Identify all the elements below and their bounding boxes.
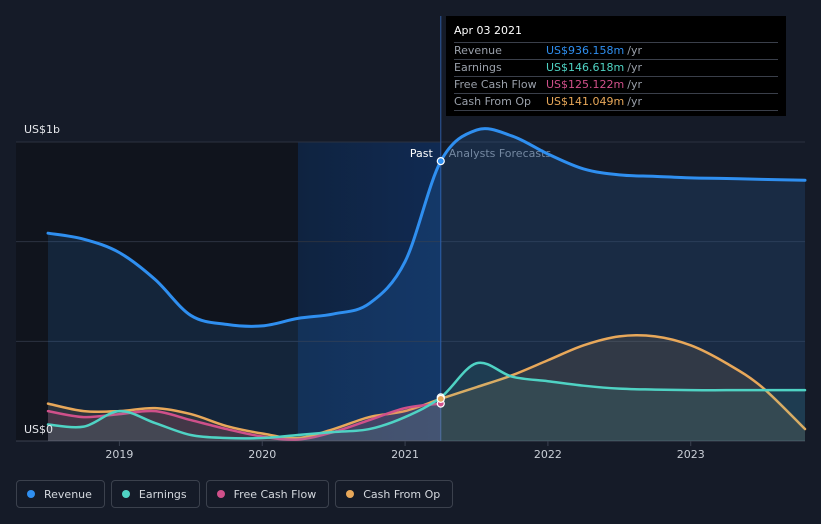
x-tick-label: 2020 — [248, 448, 276, 461]
y-axis-top-label: US$1b — [24, 123, 61, 136]
x-tick-label: 2022 — [534, 448, 562, 461]
legend-dot-icon — [216, 490, 225, 498]
legend-label: Revenue — [44, 487, 92, 501]
legend: Revenue Earnings Free Cash Flow Cash From O… — [16, 480, 454, 508]
legend-label: Free Cash Flow — [233, 487, 317, 501]
tooltip-row-unit: /yr — [627, 61, 642, 74]
legend-dot-icon — [27, 490, 35, 498]
tooltip-row-value: US$141.049m — [546, 95, 625, 108]
tooltip-row-label: Cash From Op — [454, 95, 532, 108]
legend-item-cash-from-op[interactable]: Cash From Op — [335, 480, 454, 508]
tooltip-row-unit: /yr — [627, 95, 642, 108]
tooltip-row-unit: /yr — [627, 78, 642, 91]
highlight-band — [297, 142, 441, 441]
forecast-label: Analysts Forecasts — [449, 147, 552, 160]
cash-from-op-marker — [436, 394, 445, 403]
cash-from-op-area — [48, 335, 805, 441]
tooltip-row: Earnings US$146.618m/yr — [454, 59, 778, 76]
revenue-line — [46, 127, 807, 328]
tooltip-row: Revenue US$936.158m/yr — [454, 42, 778, 59]
legend-dot-icon — [121, 490, 130, 498]
earnings-line — [46, 361, 807, 440]
y-axis-bottom-label: US$0 — [24, 423, 54, 436]
tooltip-row-label: Free Cash Flow — [454, 78, 537, 91]
tooltip-row: Free Cash Flow US$125.122m/yr — [454, 76, 778, 93]
x-tick-label: 2023 — [677, 448, 705, 461]
revenue-area — [48, 128, 805, 441]
past-label: Past — [410, 147, 434, 160]
tooltip-row-unit: /yr — [627, 44, 642, 57]
free-cash-flow-line — [46, 402, 443, 441]
legend-label: Cash From Op — [363, 487, 441, 501]
tooltip-date: Apr 03 2021 — [454, 24, 523, 37]
revenue-marker — [436, 157, 445, 166]
legend-dot-icon — [346, 490, 355, 498]
tooltip-row-value: US$125.122m — [546, 78, 625, 91]
tooltip-row-label: Earnings — [454, 61, 502, 74]
legend-item-earnings[interactable]: Earnings — [110, 480, 200, 508]
tooltip-row-value: US$146.618m — [546, 61, 625, 74]
legend-item-revenue[interactable]: Revenue — [16, 480, 105, 508]
tooltip-row-value: US$936.158m — [546, 44, 625, 57]
tooltip-row-label: Revenue — [454, 44, 502, 57]
tooltip-row: Cash From Op US$141.049m/yr — [454, 93, 778, 111]
tooltip: Apr 03 2021 Revenue US$936.158m/yr Earning… — [446, 16, 786, 116]
x-tick-label: 2019 — [105, 448, 133, 461]
legend-label: Earnings — [138, 487, 187, 501]
earnings-area — [48, 362, 805, 441]
legend-item-free-cash-flow[interactable]: Free Cash Flow — [205, 480, 330, 508]
x-tick-label: 2021 — [391, 448, 419, 461]
